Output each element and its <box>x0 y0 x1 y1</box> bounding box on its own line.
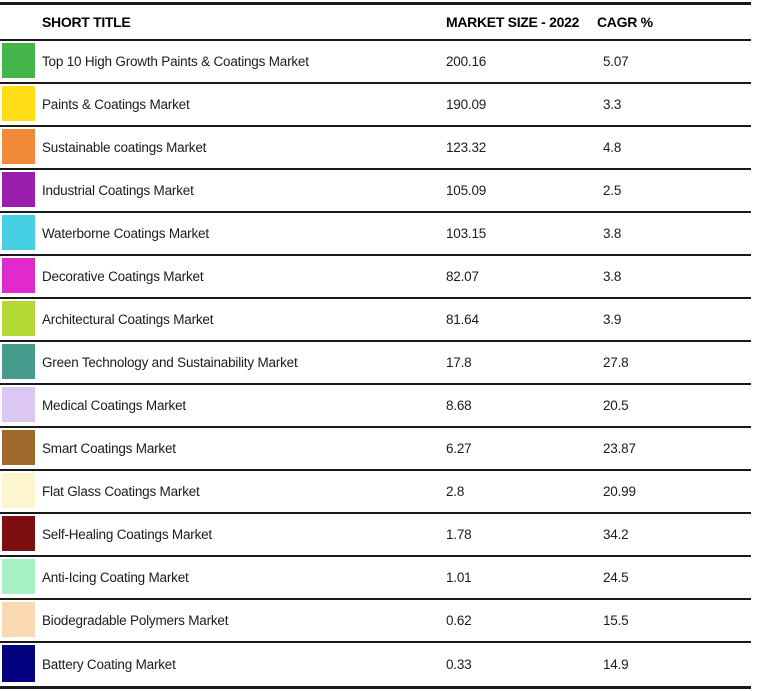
market-size-cell: 200.16 <box>446 54 487 69</box>
cagr-cell: 3.8 <box>603 226 622 241</box>
cagr-cell: 4.8 <box>603 140 622 155</box>
short-title-cell: Decorative Coatings Market <box>42 269 204 284</box>
market-size-cell: 81.64 <box>446 312 479 327</box>
cagr-cell: 3.3 <box>603 97 622 112</box>
table-row: Battery Coating Market 0.33 14.9 <box>0 643 751 686</box>
cagr-cell: 15.5 <box>603 613 629 628</box>
short-title-cell: Smart Coatings Market <box>42 441 176 456</box>
table-body: Top 10 High Growth Paints & Coatings Mar… <box>0 41 751 686</box>
category-color-swatch <box>2 215 35 250</box>
table-row: Decorative Coatings Market 82.07 3.8 <box>0 256 751 299</box>
market-size-cell: 0.33 <box>446 657 472 672</box>
short-title-cell: Paints & Coatings Market <box>42 97 190 112</box>
short-title-cell: Architectural Coatings Market <box>42 312 214 327</box>
market-size-cell: 1.01 <box>446 570 472 585</box>
market-size-cell: 105.09 <box>446 183 487 198</box>
table-row: Industrial Coatings Market 105.09 2.5 <box>0 170 751 213</box>
category-color-swatch <box>2 172 35 207</box>
short-title-cell: Industrial Coatings Market <box>42 183 194 198</box>
cagr-cell: 23.87 <box>603 441 636 456</box>
cagr-cell: 20.99 <box>603 484 636 499</box>
table-row: Green Technology and Sustainability Mark… <box>0 342 751 385</box>
cagr-cell: 3.8 <box>603 269 622 284</box>
category-color-swatch <box>2 430 35 465</box>
table-row: Anti-Icing Coating Market 1.01 24.5 <box>0 557 751 600</box>
table-row: Top 10 High Growth Paints & Coatings Mar… <box>0 41 751 84</box>
category-color-swatch <box>2 602 35 637</box>
short-title-cell: Medical Coatings Market <box>42 398 186 413</box>
table-row: Flat Glass Coatings Market 2.8 20.99 <box>0 471 751 514</box>
category-color-swatch <box>2 516 35 551</box>
category-color-swatch <box>2 473 35 508</box>
short-title-cell: Battery Coating Market <box>42 657 176 672</box>
category-color-swatch <box>2 344 35 379</box>
category-color-swatch <box>2 258 35 293</box>
market-size-cell: 190.09 <box>446 97 487 112</box>
market-size-cell: 103.15 <box>446 226 487 241</box>
short-title-cell: Top 10 High Growth Paints & Coatings Mar… <box>42 54 309 69</box>
short-title-cell: Sustainable coatings Market <box>42 140 207 155</box>
table-row: Paints & Coatings Market 190.09 3.3 <box>0 84 751 127</box>
table-row: Architectural Coatings Market 81.64 3.9 <box>0 299 751 342</box>
table-row: Smart Coatings Market 6.27 23.87 <box>0 428 751 471</box>
short-title-cell: Self-Healing Coatings Market <box>42 527 212 542</box>
market-size-cell: 0.62 <box>446 613 472 628</box>
cagr-cell: 20.5 <box>603 398 629 413</box>
cagr-cell: 2.5 <box>603 183 622 198</box>
cagr-cell: 27.8 <box>603 355 629 370</box>
column-header-short-title: SHORT TITLE <box>42 14 131 30</box>
market-size-cell: 8.68 <box>446 398 472 413</box>
table-row: Waterborne Coatings Market 103.15 3.8 <box>0 213 751 256</box>
short-title-cell: Biodegradable Polymers Market <box>42 613 229 628</box>
category-color-swatch <box>2 301 35 336</box>
short-title-cell: Waterborne Coatings Market <box>42 226 209 241</box>
short-title-cell: Flat Glass Coatings Market <box>42 484 200 499</box>
category-color-swatch <box>2 86 35 121</box>
table-row: Biodegradable Polymers Market 0.62 15.5 <box>0 600 751 643</box>
category-color-swatch <box>2 129 35 164</box>
category-color-swatch <box>2 43 35 78</box>
cagr-cell: 14.9 <box>603 657 629 672</box>
market-size-cell: 6.27 <box>446 441 472 456</box>
short-title-cell: Anti-Icing Coating Market <box>42 570 189 585</box>
cagr-cell: 24.5 <box>603 570 629 585</box>
market-size-cell: 123.32 <box>446 140 487 155</box>
market-size-cell: 1.78 <box>446 527 472 542</box>
cagr-cell: 5.07 <box>603 54 629 69</box>
market-size-cell: 2.8 <box>446 484 465 499</box>
cagr-cell: 34.2 <box>603 527 629 542</box>
table-row: Self-Healing Coatings Market 1.78 34.2 <box>0 514 751 557</box>
category-color-swatch <box>2 387 35 422</box>
column-header-market-size: MARKET SIZE - 2022 <box>446 14 580 30</box>
table-row: Medical Coatings Market 8.68 20.5 <box>0 385 751 428</box>
cagr-cell: 3.9 <box>603 312 622 327</box>
column-header-cagr: CAGR % <box>597 14 653 30</box>
market-size-cell: 82.07 <box>446 269 479 284</box>
table-row: Sustainable coatings Market 123.32 4.8 <box>0 127 751 170</box>
table-header-row: SHORT TITLE MARKET SIZE - 2022 CAGR % <box>0 5 751 41</box>
category-color-swatch <box>2 559 35 594</box>
short-title-cell: Green Technology and Sustainability Mark… <box>42 355 298 370</box>
category-color-swatch <box>2 645 35 682</box>
market-size-cell: 17.8 <box>446 355 472 370</box>
